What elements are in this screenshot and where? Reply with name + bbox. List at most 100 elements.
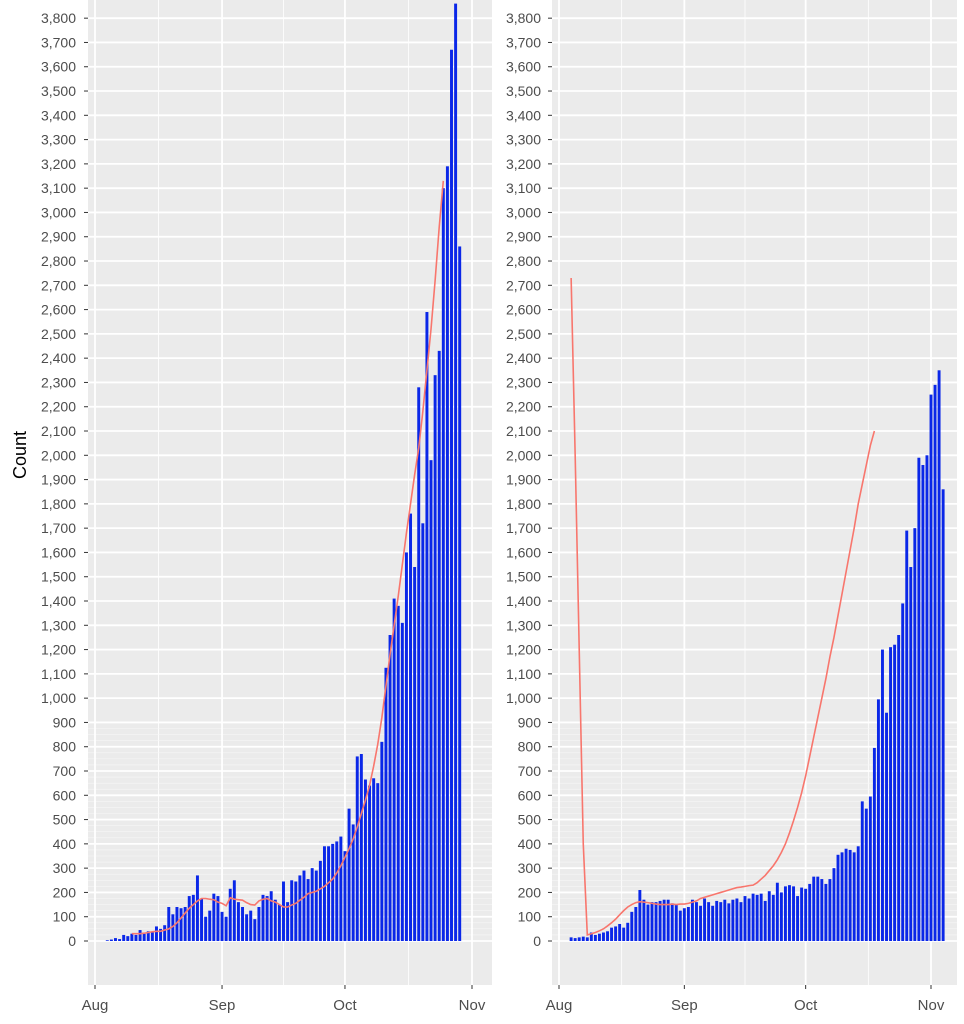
y-tick-label: 3,700 <box>41 34 76 50</box>
bar <box>335 841 339 941</box>
bar <box>249 910 253 941</box>
y-tick-label: 200 <box>518 884 542 900</box>
y-tick-label: 2,600 <box>41 302 76 318</box>
bar <box>848 849 852 941</box>
bar <box>318 860 322 941</box>
bar <box>363 779 367 941</box>
bar <box>889 647 893 941</box>
y-tick-label: 1,300 <box>506 617 541 633</box>
bar <box>347 808 351 941</box>
bar <box>666 899 670 941</box>
x-tick-label: Aug <box>546 997 573 1014</box>
bar <box>323 846 326 941</box>
bar <box>163 925 167 941</box>
bar <box>723 899 727 941</box>
bar <box>711 905 715 941</box>
y-tick-label: 1,900 <box>41 472 76 488</box>
bar <box>421 523 425 941</box>
bar <box>388 635 392 941</box>
bar <box>290 880 294 941</box>
bar <box>836 854 840 941</box>
bar <box>294 881 298 941</box>
plot-background <box>552 0 957 985</box>
bar <box>208 910 212 941</box>
bar <box>569 937 573 941</box>
y-tick-label: 2,900 <box>41 229 76 245</box>
bar <box>306 879 310 941</box>
bar <box>921 465 925 941</box>
bar <box>454 3 458 942</box>
bar <box>913 528 917 941</box>
bar <box>824 883 828 941</box>
y-tick-label: 2,700 <box>506 277 541 293</box>
bar <box>901 603 905 941</box>
y-tick-label: 2,100 <box>506 423 541 439</box>
bar <box>844 848 848 941</box>
bar <box>286 902 290 941</box>
y-tick-label: 2,100 <box>41 423 76 439</box>
y-tick-label: 3,300 <box>41 132 76 148</box>
bar <box>404 552 408 941</box>
bar <box>860 801 864 941</box>
bar <box>662 899 666 941</box>
bar <box>277 904 281 941</box>
bar <box>929 394 933 942</box>
bar <box>441 188 445 941</box>
bar <box>400 622 404 941</box>
bar <box>171 914 175 941</box>
y-tick-label: 2,000 <box>506 447 541 463</box>
y-tick-label: 1,800 <box>41 496 76 512</box>
bar <box>763 900 767 941</box>
bar <box>191 894 195 941</box>
bar <box>739 902 743 941</box>
bar <box>417 387 421 941</box>
bar <box>437 350 441 941</box>
bar <box>282 881 285 941</box>
bar <box>220 911 224 941</box>
y-tick-label: 2,500 <box>506 326 541 342</box>
y-tick-label: 400 <box>53 836 77 852</box>
y-tick-label: 500 <box>518 812 542 828</box>
y-tick-label: 2,400 <box>506 350 541 366</box>
y-tick-label: 2,600 <box>506 302 541 318</box>
bar <box>273 899 277 941</box>
trend-line <box>570 278 876 936</box>
bar <box>146 931 150 941</box>
bar <box>881 649 884 941</box>
bar <box>852 852 856 941</box>
bar <box>122 934 126 941</box>
y-tick-label: 600 <box>518 787 542 803</box>
bar <box>314 870 318 941</box>
y-tick-label: 3,400 <box>41 107 76 123</box>
bar <box>751 893 755 941</box>
bar <box>731 899 735 941</box>
bar <box>868 796 872 941</box>
y-tick-label: 1,800 <box>506 496 541 512</box>
y-tick-label: 2,200 <box>506 399 541 415</box>
y-tick-label: 1,900 <box>506 472 541 488</box>
bar <box>232 880 236 941</box>
y-tick-label: 1,300 <box>41 617 76 633</box>
bar <box>864 808 868 941</box>
y-tick-label: 2,800 <box>41 253 76 269</box>
bar <box>445 166 449 941</box>
y-tick-label: 700 <box>518 763 542 779</box>
y-tick-label: 2,800 <box>506 253 541 269</box>
y-tick-label: 300 <box>53 860 77 876</box>
y-tick-label: 500 <box>53 812 77 828</box>
bar <box>820 879 824 941</box>
trend-line <box>131 180 445 935</box>
bar <box>937 370 941 941</box>
bar <box>767 891 771 941</box>
bar <box>310 868 314 941</box>
y-tick-label: 1,500 <box>506 569 541 585</box>
bar <box>876 699 880 941</box>
bar <box>573 938 577 941</box>
y-tick-label: 1,600 <box>41 544 76 560</box>
bar <box>893 644 897 941</box>
y-tick-label: 3,600 <box>41 59 76 75</box>
bar <box>142 933 146 941</box>
bar <box>429 460 433 941</box>
bar <box>622 927 626 941</box>
